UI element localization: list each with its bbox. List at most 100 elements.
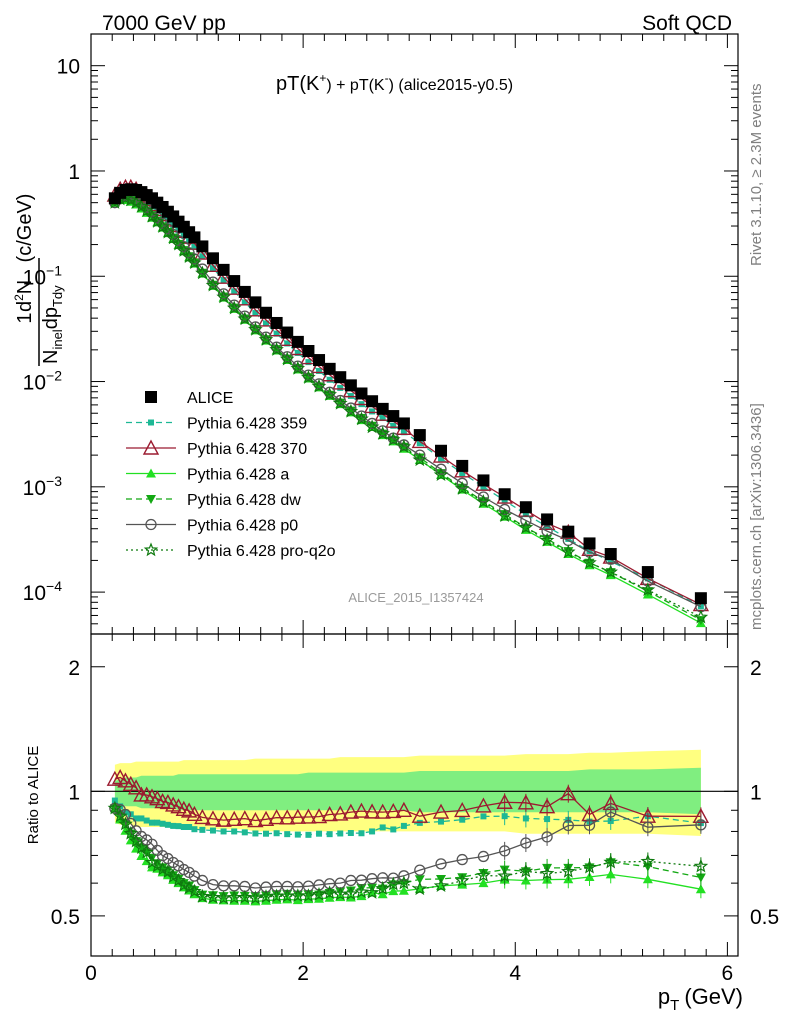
data-point — [289, 340, 306, 356]
legend-marker — [145, 518, 157, 531]
data-point — [561, 544, 576, 559]
data-point — [226, 279, 243, 295]
data-point — [501, 497, 508, 504]
data-point — [217, 288, 230, 300]
data-point — [544, 816, 551, 823]
data-point — [539, 865, 555, 880]
data-point — [231, 288, 238, 295]
data-point — [396, 439, 412, 453]
data-point — [180, 823, 187, 830]
data-point — [237, 311, 253, 326]
data-point — [238, 285, 251, 298]
data-point — [335, 887, 346, 897]
data-point — [237, 889, 253, 904]
legend-marker — [145, 391, 157, 403]
data-point — [642, 587, 653, 597]
ratio-y-tick-label-left: 2 — [68, 657, 80, 680]
data-point — [334, 371, 347, 384]
data-point — [364, 885, 380, 899]
data-point — [301, 369, 316, 384]
data-point — [396, 875, 412, 890]
data-point — [236, 290, 253, 306]
data-point — [220, 277, 227, 284]
data-point — [260, 306, 273, 319]
data-point — [170, 822, 177, 829]
data-point — [194, 244, 211, 260]
data-point — [144, 208, 160, 223]
legend-item-pythia-6-428-p0: Pythia 6.428 p0 — [126, 518, 298, 535]
data-point — [160, 224, 176, 239]
data-point — [642, 874, 653, 884]
data-point — [143, 817, 150, 824]
data-point — [247, 301, 264, 317]
data-point — [603, 854, 618, 869]
analysis-id-label: ALICE_2015_I1357424 — [348, 590, 483, 605]
ratio-series-pythia-6-428-370 — [106, 769, 710, 828]
data-point — [148, 819, 155, 826]
data-point — [196, 240, 209, 253]
data-point — [252, 830, 259, 837]
legend-marker — [146, 468, 156, 478]
data-point — [302, 345, 315, 358]
data-point — [205, 277, 221, 292]
data-point — [605, 806, 617, 818]
x-axis-label: pT (GeV) — [658, 984, 743, 1014]
data-point — [560, 785, 577, 801]
data-point — [269, 341, 284, 356]
main-y-tick-label: 10−3 — [23, 473, 63, 500]
data-point — [398, 885, 409, 895]
data-point — [241, 829, 248, 836]
data-point — [284, 340, 291, 347]
data-point — [263, 320, 270, 327]
x-tick-label: 6 — [722, 962, 734, 985]
data-point — [367, 421, 378, 431]
data-point — [231, 828, 238, 835]
data-point — [477, 850, 490, 863]
data-point — [156, 850, 169, 862]
data-point — [248, 890, 263, 905]
data-point — [695, 884, 706, 894]
data-point — [311, 886, 327, 901]
data-point — [366, 417, 378, 430]
data-point — [366, 873, 378, 885]
x-tick-label: 0 — [85, 962, 97, 985]
data-point — [411, 807, 428, 823]
legend-item-pythia-6-428-dw: Pythia 6.428 dw — [126, 492, 301, 509]
data-point — [321, 806, 338, 822]
data-point — [369, 408, 376, 415]
data-point — [207, 891, 218, 901]
data-point — [347, 830, 354, 837]
data-point — [216, 289, 231, 304]
data-point — [279, 330, 296, 346]
data-point — [191, 826, 198, 833]
data-point — [519, 501, 532, 514]
data-point — [281, 326, 294, 339]
data-point — [379, 415, 386, 422]
data-point — [332, 805, 349, 821]
data-point — [268, 321, 285, 337]
ratio-y-tick-label-right: 0.5 — [750, 906, 779, 929]
data-point — [258, 889, 274, 904]
data-point — [694, 592, 707, 605]
data-point — [583, 537, 596, 550]
data-point — [301, 888, 316, 903]
main-y-tick-label: 1 — [68, 161, 80, 184]
data-point — [337, 830, 344, 837]
data-point — [640, 582, 656, 597]
data-point — [209, 827, 216, 834]
data-point — [291, 335, 304, 348]
data-point — [187, 255, 202, 270]
data-point — [345, 886, 356, 896]
plot-frames — [90, 33, 739, 957]
data-point — [303, 890, 314, 900]
main-y-tick-label: 10−1 — [23, 262, 63, 289]
data-point — [165, 230, 181, 245]
data-point — [522, 511, 529, 518]
data-point — [354, 411, 369, 426]
data-point — [294, 349, 301, 356]
data-point — [583, 819, 596, 831]
legend-item-pythia-6-428-359: Pythia 6.428 359 — [126, 416, 307, 433]
main-series-alice — [108, 183, 707, 605]
header-right: Soft QCD — [642, 12, 732, 35]
